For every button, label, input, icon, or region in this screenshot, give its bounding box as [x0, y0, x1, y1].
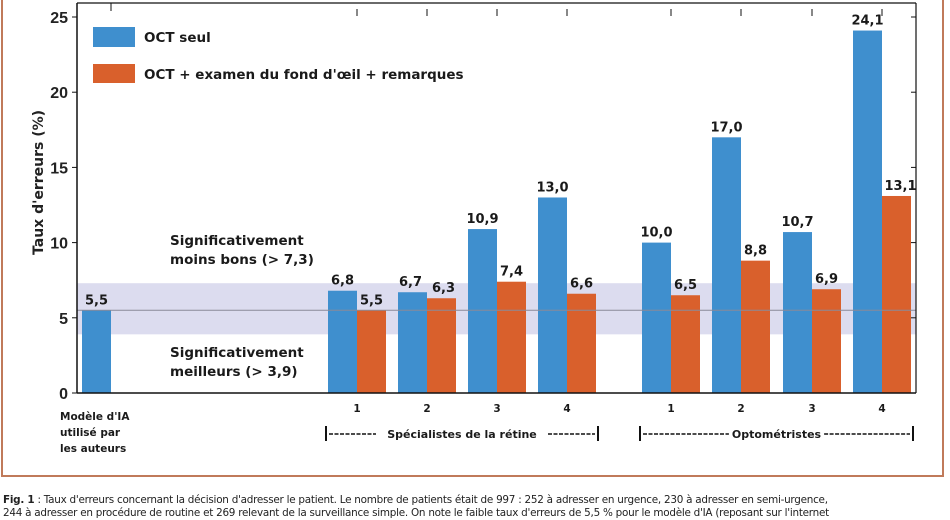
annotation-above-line1: Significativement — [170, 233, 304, 249]
group-label: Optométristes — [732, 428, 822, 441]
x-tick-label: 4 — [563, 403, 570, 415]
data-label: 8,8 — [744, 244, 767, 259]
bar-retine-3-oct-plus — [497, 281, 526, 393]
bar-optometriste-4-oct-plus — [882, 195, 911, 393]
bar-retine-4-oct-plus — [567, 293, 596, 393]
reference-category-line2: utilisé par — [60, 427, 121, 439]
data-label: 6,7 — [399, 275, 422, 290]
data-label: 6,8 — [331, 274, 354, 289]
y-tick-label: 20 — [50, 85, 68, 102]
y-tick-label: 0 — [59, 386, 68, 403]
reference-category-line1: Modèle d'IA — [60, 411, 130, 423]
annotation-above-line2: moins bons (> 7,3) — [170, 252, 314, 268]
y-tick-label: 25 — [50, 10, 68, 27]
bar-optometriste-2-oct-plus — [741, 260, 770, 393]
y-tick-label: 10 — [50, 236, 68, 253]
bar-optometriste-4-oct-seul — [853, 30, 882, 393]
data-label: 13,1 — [884, 179, 916, 194]
data-label: 6,5 — [674, 278, 697, 293]
legend-swatch-oct-seul — [93, 27, 135, 47]
bar-reference-model — [82, 310, 111, 393]
caption-line1-text: : Taux d'erreurs concernant la décision … — [34, 494, 828, 506]
data-label: 6,3 — [432, 281, 455, 296]
group-label: Spécialistes de la rétine — [387, 428, 537, 441]
reference-category-label: Modèle d'IA utilisé par les auteurs — [60, 411, 130, 455]
data-label: 10,0 — [640, 226, 672, 241]
x-tick-label: 3 — [493, 403, 500, 415]
reference-category-line3: les auteurs — [60, 443, 126, 455]
bar-retine-1-oct-seul — [328, 290, 357, 393]
x-tick-label: 3 — [808, 403, 815, 415]
data-label: 6,9 — [815, 272, 838, 287]
data-label: 10,9 — [466, 212, 498, 227]
caption-line2: 244 à adresser en procédure de routine e… — [3, 507, 829, 519]
x-tick-label: 1 — [353, 403, 360, 415]
x-tick-label: 2 — [737, 403, 744, 415]
data-label: 10,7 — [781, 215, 813, 230]
annotation-below-line2: meilleurs (> 3,9) — [170, 364, 298, 380]
annotation-above: Significativement moins bons (> 7,3) — [170, 233, 314, 268]
legend-swatch-oct-plus — [93, 64, 135, 83]
x-tick-label: 2 — [423, 403, 430, 415]
bar-optometriste-1-oct-plus — [671, 295, 700, 393]
data-label: 24,1 — [851, 14, 883, 29]
legend-label-oct-seul: OCT seul — [144, 30, 211, 46]
bar-optometriste-3-oct-plus — [812, 289, 841, 393]
bar-optometriste-1-oct-seul — [642, 242, 671, 393]
bar-optometriste-3-oct-seul — [783, 232, 812, 393]
bar-retine-2-oct-plus — [427, 298, 456, 393]
x-tick-label: 4 — [878, 403, 885, 415]
bar-chart: 0 5 10 15 20 25 5,5 6,8 5,5 1 6,7 6,3 2 10,9 7,4 3 13,0… — [31, 2, 917, 455]
figure-caption: Fig. 1 : Taux d'erreurs concernant la dé… — [3, 494, 950, 520]
bar-retine-3-oct-seul — [468, 229, 497, 393]
y-tick-label: 15 — [50, 160, 68, 177]
bar-retine-2-oct-seul — [398, 292, 427, 393]
data-label: 17,0 — [710, 120, 742, 135]
data-label-reference: 5,5 — [85, 293, 108, 308]
bar-retine-4-oct-seul — [538, 197, 567, 393]
caption-fig-label: Fig. 1 — [3, 494, 35, 506]
annotation-below: Significativement meilleurs (> 3,9) — [170, 345, 304, 380]
bar-retine-1-oct-plus — [357, 310, 386, 393]
legend: OCT seul OCT + examen du fond d'œil + re… — [93, 27, 464, 83]
legend-label-oct-plus: OCT + examen du fond d'œil + remarques — [144, 67, 464, 83]
data-label: 5,5 — [360, 293, 383, 308]
annotation-below-line1: Significativement — [170, 345, 304, 361]
figure-frame — [1, 0, 944, 477]
x-tick-label: 1 — [667, 403, 674, 415]
data-label: 13,0 — [536, 180, 568, 195]
data-label: 6,6 — [570, 277, 593, 292]
y-axis-label: Taux d'erreurs (%) — [31, 110, 47, 255]
data-label: 7,4 — [500, 265, 523, 280]
bar-optometriste-2-oct-seul — [712, 137, 741, 393]
caption-line1: Fig. 1 : Taux d'erreurs concernant la dé… — [3, 494, 950, 507]
y-tick-label: 5 — [59, 311, 68, 328]
